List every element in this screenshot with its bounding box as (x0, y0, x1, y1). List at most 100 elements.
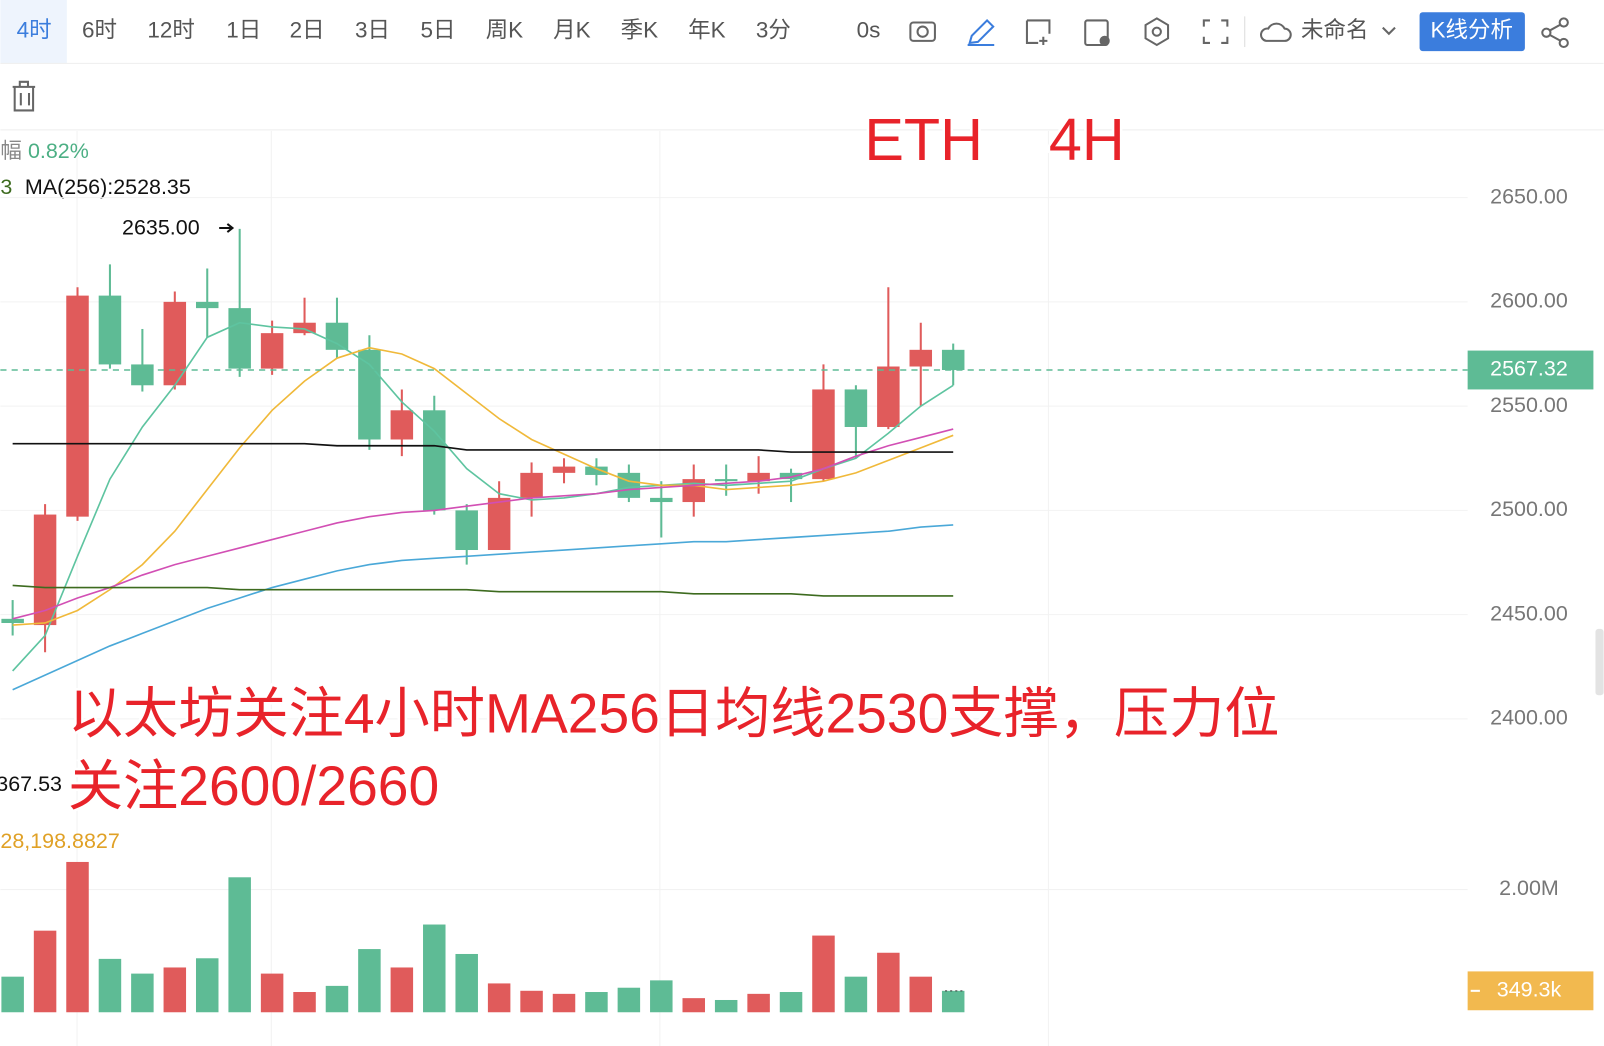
delete-icon[interactable] (12, 80, 36, 112)
candle-body (423, 410, 446, 511)
volume-bar (682, 998, 705, 1013)
candle-body (650, 497, 673, 503)
timer[interactable]: 0s (857, 18, 881, 43)
interval-tab[interactable]: 周K (486, 18, 523, 43)
volume-bar (131, 973, 154, 1013)
volume-legend: 28,198.8827 (0, 829, 119, 853)
change-label: 幅 (0, 139, 21, 163)
volume-bar (941, 990, 965, 1013)
pen-icon[interactable] (967, 19, 995, 47)
ma-line (12, 346, 954, 626)
volume-bar (844, 976, 868, 1013)
volume-bar (325, 985, 349, 1013)
volume-bar (747, 993, 770, 1013)
active-tab-bg[interactable] (0, 0, 67, 64)
ma-line (12, 442, 954, 453)
interval-tab[interactable]: 季K (621, 18, 658, 43)
interval-tab[interactable]: 5日 (420, 18, 455, 43)
project-name[interactable]: 未命名 (1301, 18, 1368, 43)
analysis-button-label[interactable]: K线分析 (1430, 18, 1512, 43)
volume-bar (1, 976, 24, 1013)
candle-body (98, 295, 122, 365)
volume-bar (98, 958, 122, 1013)
share-icon (1558, 37, 1569, 49)
interval-tab[interactable]: 年K (688, 18, 725, 43)
volume-bar (228, 877, 251, 1013)
y-tick-label: 2550.00 (1490, 393, 1568, 417)
volume-bar (650, 980, 673, 1013)
interval-tab[interactable]: 2日 (290, 18, 325, 43)
ma-legend: MA(256):2528.35 (25, 175, 191, 199)
candle-body (877, 366, 900, 427)
y-tick-label: 2650.00 (1490, 184, 1568, 208)
candle-body (260, 333, 284, 369)
volume-bar (423, 924, 446, 1013)
analysis-button[interactable] (1419, 12, 1525, 52)
candle-body (812, 389, 835, 480)
ma-line (12, 428, 954, 620)
chart-title: ETH 4H (864, 106, 1124, 173)
candle-body (520, 472, 543, 498)
candle-body (1, 618, 24, 623)
candle-body (358, 349, 381, 440)
scroll-handle[interactable] (1595, 628, 1604, 696)
cloud-icon[interactable] (1260, 22, 1292, 42)
candle-body (390, 410, 414, 440)
share-icon (1548, 23, 1562, 42)
fullscreen-icon[interactable] (1202, 19, 1229, 44)
volume-bar (714, 999, 738, 1013)
high-label: 2635.00 (122, 216, 200, 240)
interval-tab[interactable]: 4时 (17, 18, 52, 43)
chevron[interactable] (1382, 26, 1396, 36)
volume-bar (195, 958, 219, 1013)
candle-body (33, 514, 57, 626)
volume-bar (585, 992, 608, 1013)
interval-tab[interactable]: 1日 (226, 18, 261, 43)
candle-body (163, 301, 187, 386)
last-volume-tag (1467, 971, 1594, 1011)
candle-body (552, 466, 576, 473)
candle-body (909, 349, 933, 367)
interval-tab[interactable]: 6时 (82, 18, 117, 43)
volume-bar (390, 967, 414, 1013)
interval-tab[interactable]: 3分 (756, 18, 791, 43)
last-price-label: 2567.32 (1490, 357, 1568, 381)
candle-body (131, 364, 154, 386)
candle-body (455, 510, 478, 551)
annotation: 以太坊关注4小时MA256日均线2530支撑，压力位 (68, 682, 1280, 744)
volume-bar (293, 992, 316, 1013)
icons (12, 12, 1604, 696)
clear-icon[interactable] (1084, 19, 1109, 47)
candle-body (585, 466, 608, 475)
ma-line (12, 321, 954, 672)
candle-body (844, 389, 868, 427)
last-volume-label: 349.3k (1497, 978, 1562, 1002)
volume-bar (812, 935, 835, 1013)
candle-body (747, 472, 770, 482)
volume-bar (909, 976, 933, 1013)
plot (0, 197, 1468, 720)
share-icon[interactable] (1541, 27, 1552, 38)
ma-line (12, 584, 954, 597)
interval-tabs: 4时 6时 12时 1日 2日 3日 5日 周K 月K 季K 年K 3分 (17, 18, 791, 43)
volume-bar (455, 953, 478, 1013)
y-tick-label: 2450.00 (1490, 601, 1568, 625)
volume-bar (520, 990, 543, 1013)
volume-tick-label: 2.00M (1499, 876, 1559, 900)
interval-tab[interactable]: 3日 (355, 18, 390, 43)
camera-icon[interactable] (909, 21, 936, 42)
volume-bar (163, 967, 187, 1013)
volume-bar (358, 949, 381, 1013)
volume-bar (617, 987, 641, 1013)
interval-tab[interactable]: 12时 (147, 18, 195, 43)
interval-tab[interactable]: 月K (553, 18, 590, 43)
settings-icon[interactable] (1144, 17, 1170, 47)
volume-bar (877, 952, 900, 1013)
volume-legend: 367.53 (0, 772, 62, 796)
candle-body (617, 472, 641, 498)
draw-icon[interactable] (1025, 19, 1051, 45)
candle-body (195, 301, 219, 309)
volume-bar (33, 930, 57, 1013)
